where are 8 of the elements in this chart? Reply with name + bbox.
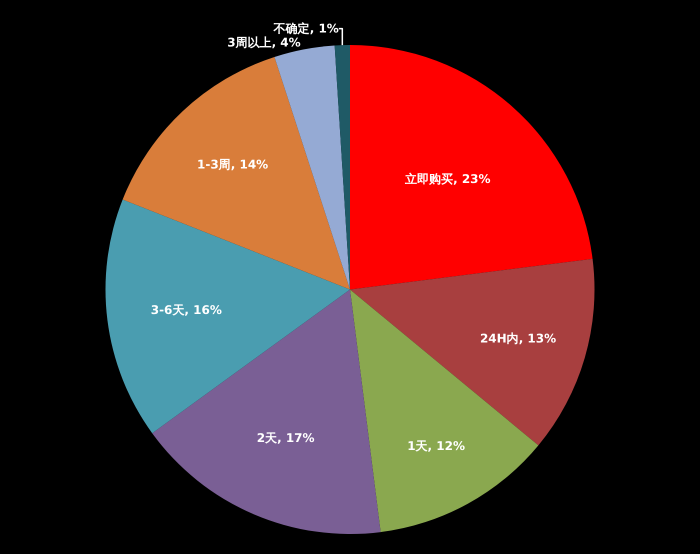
slice-label: 立即购买, 23% <box>404 172 491 186</box>
slice-label: 不确定, 1% <box>272 22 339 36</box>
slice-label: 1天, 12% <box>407 439 465 454</box>
slice-label: 1-3周, 14% <box>197 157 268 172</box>
slice-label: 3周以上, 4% <box>227 36 301 50</box>
slice-label: 3-6天, 16% <box>150 303 222 318</box>
slice-label: 2天, 17% <box>256 431 315 446</box>
slice-label: 24H内, 13% <box>480 331 556 346</box>
